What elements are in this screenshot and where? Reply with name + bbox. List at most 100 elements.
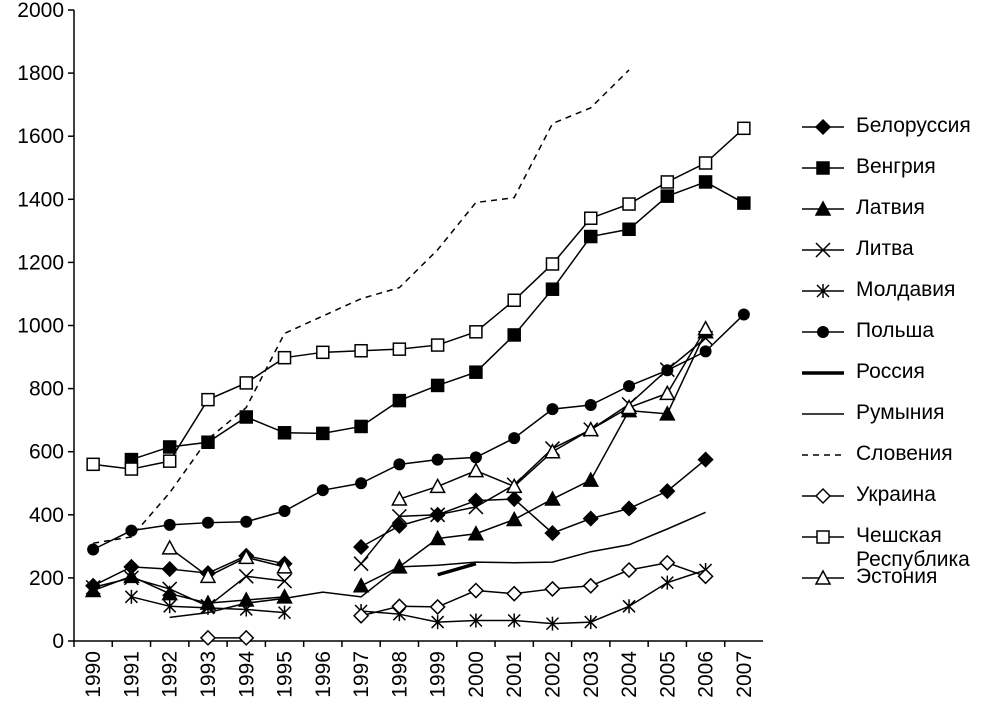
marker	[316, 426, 330, 441]
marker	[468, 499, 484, 515]
marker	[353, 607, 370, 624]
marker	[276, 573, 293, 589]
legend-swatch	[802, 530, 844, 544]
legend-label: Польша	[856, 319, 935, 342]
marker	[506, 490, 523, 508]
marker	[239, 602, 253, 617]
marker	[660, 175, 675, 189]
legend-label: Румыния	[856, 401, 945, 424]
x-tick-label: 1992	[159, 651, 182, 698]
marker	[544, 580, 561, 598]
marker	[816, 284, 830, 298]
legend-item: Белоруссия	[800, 114, 1000, 155]
marker	[814, 200, 832, 216]
marker	[815, 242, 831, 258]
marker	[698, 156, 713, 170]
marker	[660, 575, 674, 590]
marker	[354, 343, 368, 358]
marker	[238, 568, 254, 584]
marker	[163, 599, 177, 614]
x-tick-label: 2006	[695, 651, 718, 698]
marker	[467, 525, 485, 541]
marker	[123, 570, 139, 586]
marker	[123, 567, 140, 584]
x-tick-label: 1991	[120, 651, 143, 698]
legend-swatch	[802, 326, 844, 338]
legend-swatch	[802, 371, 844, 375]
y-tick-label: 1200	[17, 251, 64, 274]
marker	[622, 222, 636, 237]
marker	[162, 440, 177, 454]
y-tick-label: 400	[29, 504, 64, 527]
legend-item: Россия	[800, 360, 1000, 401]
legend-item: Латвия	[800, 196, 1000, 237]
legend-item: Молдавия	[800, 278, 1000, 319]
marker	[392, 342, 407, 356]
legend-swatch	[802, 284, 844, 298]
marker	[429, 529, 446, 546]
marker	[620, 561, 638, 579]
marker	[391, 598, 408, 615]
x-tick-label: 1996	[312, 651, 335, 698]
marker	[430, 338, 445, 352]
legend-label: Венгрия	[856, 155, 936, 178]
marker	[162, 581, 178, 597]
marker	[469, 365, 483, 379]
marker	[814, 569, 832, 585]
marker	[737, 121, 751, 136]
x-tick-label: 1998	[388, 651, 411, 698]
x-tick-label: 1990	[82, 651, 105, 698]
marker	[584, 211, 598, 225]
legend-swatch	[802, 413, 844, 415]
marker	[277, 605, 292, 620]
marker	[620, 500, 638, 517]
legend-swatch	[802, 454, 844, 456]
x-tick-label: 2000	[465, 651, 488, 698]
marker	[582, 577, 599, 594]
marker	[697, 320, 714, 336]
marker	[316, 484, 329, 497]
legend-item: Чешская Республика	[800, 524, 1000, 571]
marker	[544, 490, 561, 506]
series-line	[131, 181, 745, 461]
marker	[431, 615, 445, 630]
legend-item: Украина	[800, 483, 1000, 524]
x-tick-label: 2003	[580, 651, 603, 698]
series-line	[169, 511, 706, 619]
marker	[582, 510, 599, 527]
x-tick-label: 1997	[350, 651, 373, 698]
legend-label: Молдавия	[856, 278, 956, 301]
marker	[467, 582, 484, 599]
marker	[659, 554, 676, 571]
y-tick-label: 800	[29, 378, 64, 401]
legend: Белоруссия Венгрия Латвия Литва Молдавия Поль…	[800, 114, 1000, 606]
x-tick-label: 1999	[427, 651, 450, 698]
marker	[508, 432, 521, 445]
marker	[506, 585, 523, 602]
marker	[430, 378, 445, 393]
y-tick-label: 1800	[17, 62, 64, 85]
x-tick-label: 1995	[274, 651, 297, 698]
marker	[391, 517, 408, 534]
legend-label: Чешская Республика	[856, 524, 970, 571]
legend-label: Латвия	[856, 196, 925, 219]
legend-swatch	[802, 242, 844, 258]
x-tick-label: 2004	[618, 651, 641, 698]
marker	[544, 443, 561, 459]
legend-item: Словения	[800, 442, 1000, 483]
legend-swatch	[802, 200, 844, 216]
marker	[354, 419, 368, 434]
legend-item: Литва	[800, 237, 1000, 278]
marker	[161, 539, 178, 555]
marker	[816, 530, 830, 544]
marker	[814, 118, 832, 136]
marker	[505, 477, 523, 494]
marker	[86, 457, 100, 472]
y-tick-label: 200	[29, 567, 64, 590]
x-tick-label: 2002	[541, 651, 564, 698]
marker	[620, 398, 638, 415]
marker	[467, 462, 485, 478]
marker	[814, 487, 832, 505]
x-tick-label: 1994	[235, 651, 258, 698]
